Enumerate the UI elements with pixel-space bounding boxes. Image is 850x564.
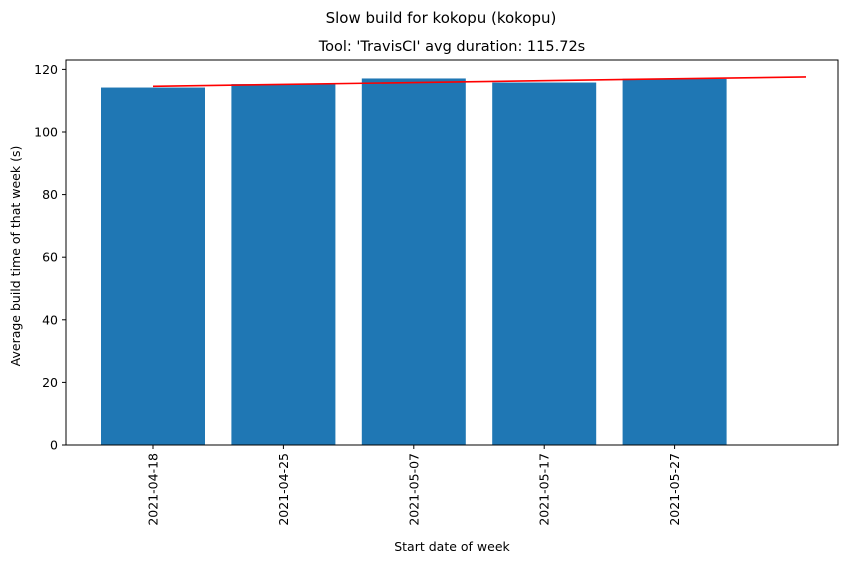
chart-title: Tool: 'TravisCI' avg duration: 115.72s <box>318 39 585 55</box>
x-axis-label: Start date of week <box>394 539 510 554</box>
x-tick-label-2021-05-17: 2021-05-17 <box>537 453 552 526</box>
bar-2021-05-07 <box>361 78 466 446</box>
y-tick-label-120: 120 <box>34 62 58 77</box>
trend-line <box>152 76 807 88</box>
y-tick-label-40: 40 <box>42 312 58 327</box>
x-tick-label-2021-05-27: 2021-05-27 <box>667 453 682 526</box>
y-tick-label-80: 80 <box>42 187 58 202</box>
bar-2021-05-17 <box>492 82 597 445</box>
chart-suptitle: Slow build for kokopu (kokopu) <box>326 9 557 27</box>
x-tick-label-2021-04-25: 2021-04-25 <box>276 453 291 526</box>
x-tick-label-2021-04-18: 2021-04-18 <box>146 453 161 526</box>
plot-area: 0 20 40 60 80 100 120 2021-04-18 2021-04-25 2021-… <box>34 59 839 526</box>
y-tick-label-0: 0 <box>50 438 58 453</box>
plot-frame <box>65 59 839 446</box>
bar-2021-05-27 <box>622 78 727 445</box>
y-tick-label-100: 100 <box>34 124 58 139</box>
y-axis-label: Average build time of that week (s) <box>8 146 23 367</box>
bar-2021-04-25 <box>231 84 336 445</box>
x-tick-label-2021-05-07: 2021-05-07 <box>406 453 421 526</box>
y-tick-label-20: 20 <box>42 375 58 390</box>
y-tick-label-60: 60 <box>42 250 58 265</box>
bar-2021-04-18 <box>101 87 205 446</box>
